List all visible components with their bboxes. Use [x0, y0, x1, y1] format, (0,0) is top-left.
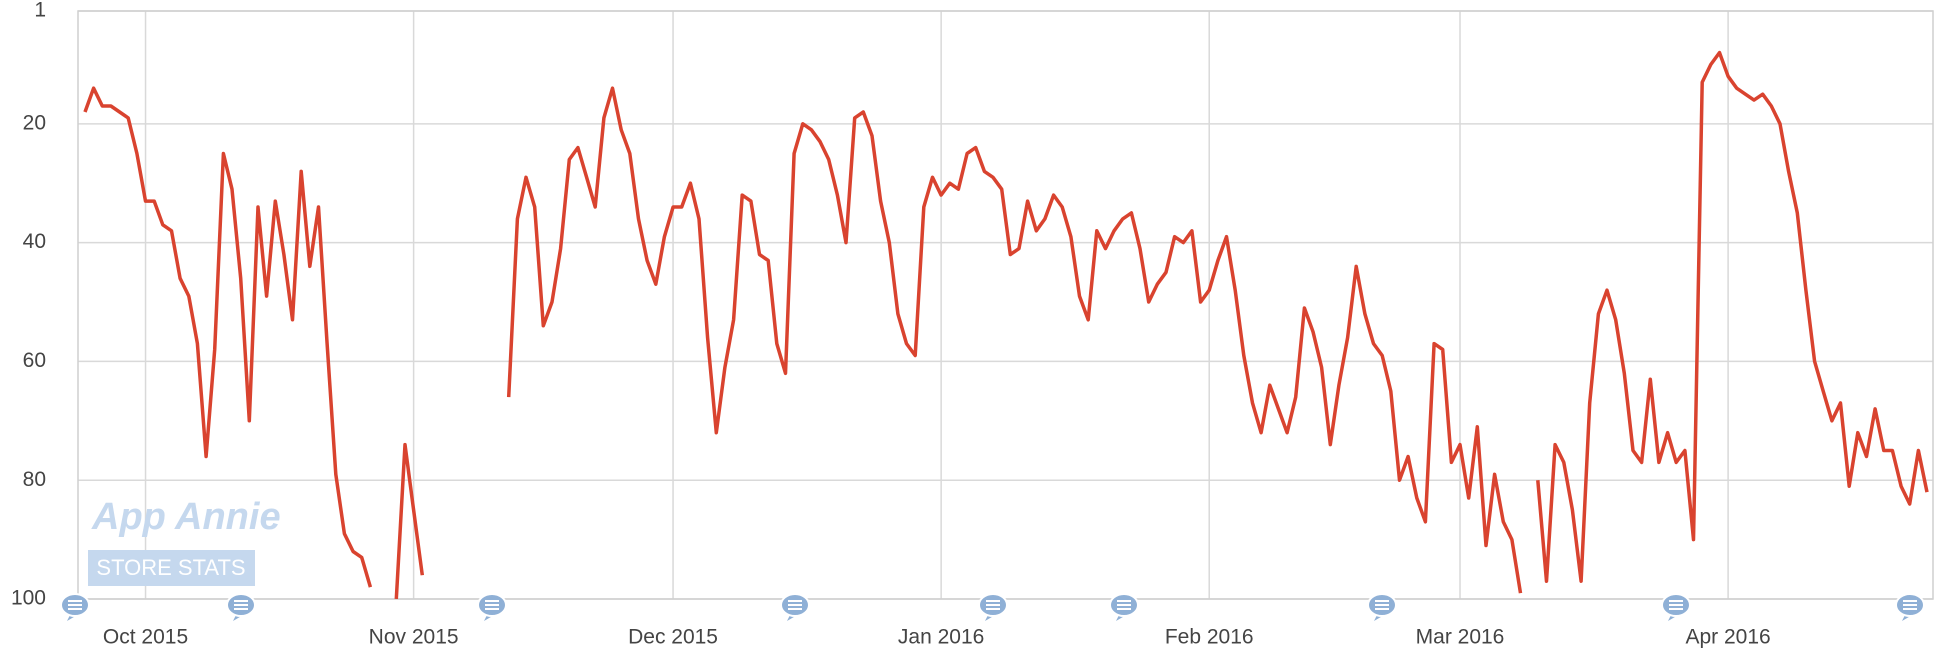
- watermark-title: App Annie: [91, 496, 281, 538]
- x-tick-label: Jan 2016: [898, 626, 984, 649]
- rank-line: [83, 50, 1929, 599]
- comment-marker[interactable]: [1367, 593, 1397, 621]
- watermark-subtitle: STORE STATS: [96, 555, 245, 580]
- line-layer: [83, 50, 1929, 599]
- watermark: App Annie STORE STATS: [88, 496, 281, 586]
- comment-marker[interactable]: [477, 593, 507, 621]
- comment-marker[interactable]: [978, 593, 1008, 621]
- comment-marker[interactable]: [1109, 593, 1139, 621]
- watermark-box: [88, 550, 255, 586]
- x-tick-label: Apr 2016: [1685, 626, 1770, 649]
- y-tick-label: 40: [23, 230, 46, 253]
- x-tick-label: Feb 2016: [1165, 626, 1254, 649]
- comment-marker[interactable]: [226, 593, 256, 621]
- y-tick-label: 20: [23, 111, 46, 134]
- plot-frame: [77, 10, 1934, 600]
- comment-marker[interactable]: [780, 593, 810, 621]
- comment-marker[interactable]: [60, 593, 90, 621]
- y-tick-label: 1: [34, 0, 46, 22]
- y-tick-label: 80: [23, 468, 46, 491]
- x-tick-label: Dec 2015: [628, 626, 718, 649]
- annotations: [60, 593, 1925, 621]
- x-tick-label: Mar 2016: [1416, 626, 1505, 649]
- x-tick-label: Nov 2015: [369, 626, 459, 649]
- y-tick-label: 100: [11, 587, 46, 610]
- comment-marker[interactable]: [1661, 593, 1691, 621]
- x-tick-label: Oct 2015: [103, 626, 188, 649]
- y-tick-label: 60: [23, 349, 46, 372]
- comment-marker[interactable]: [1895, 593, 1925, 621]
- grid: [78, 10, 1933, 600]
